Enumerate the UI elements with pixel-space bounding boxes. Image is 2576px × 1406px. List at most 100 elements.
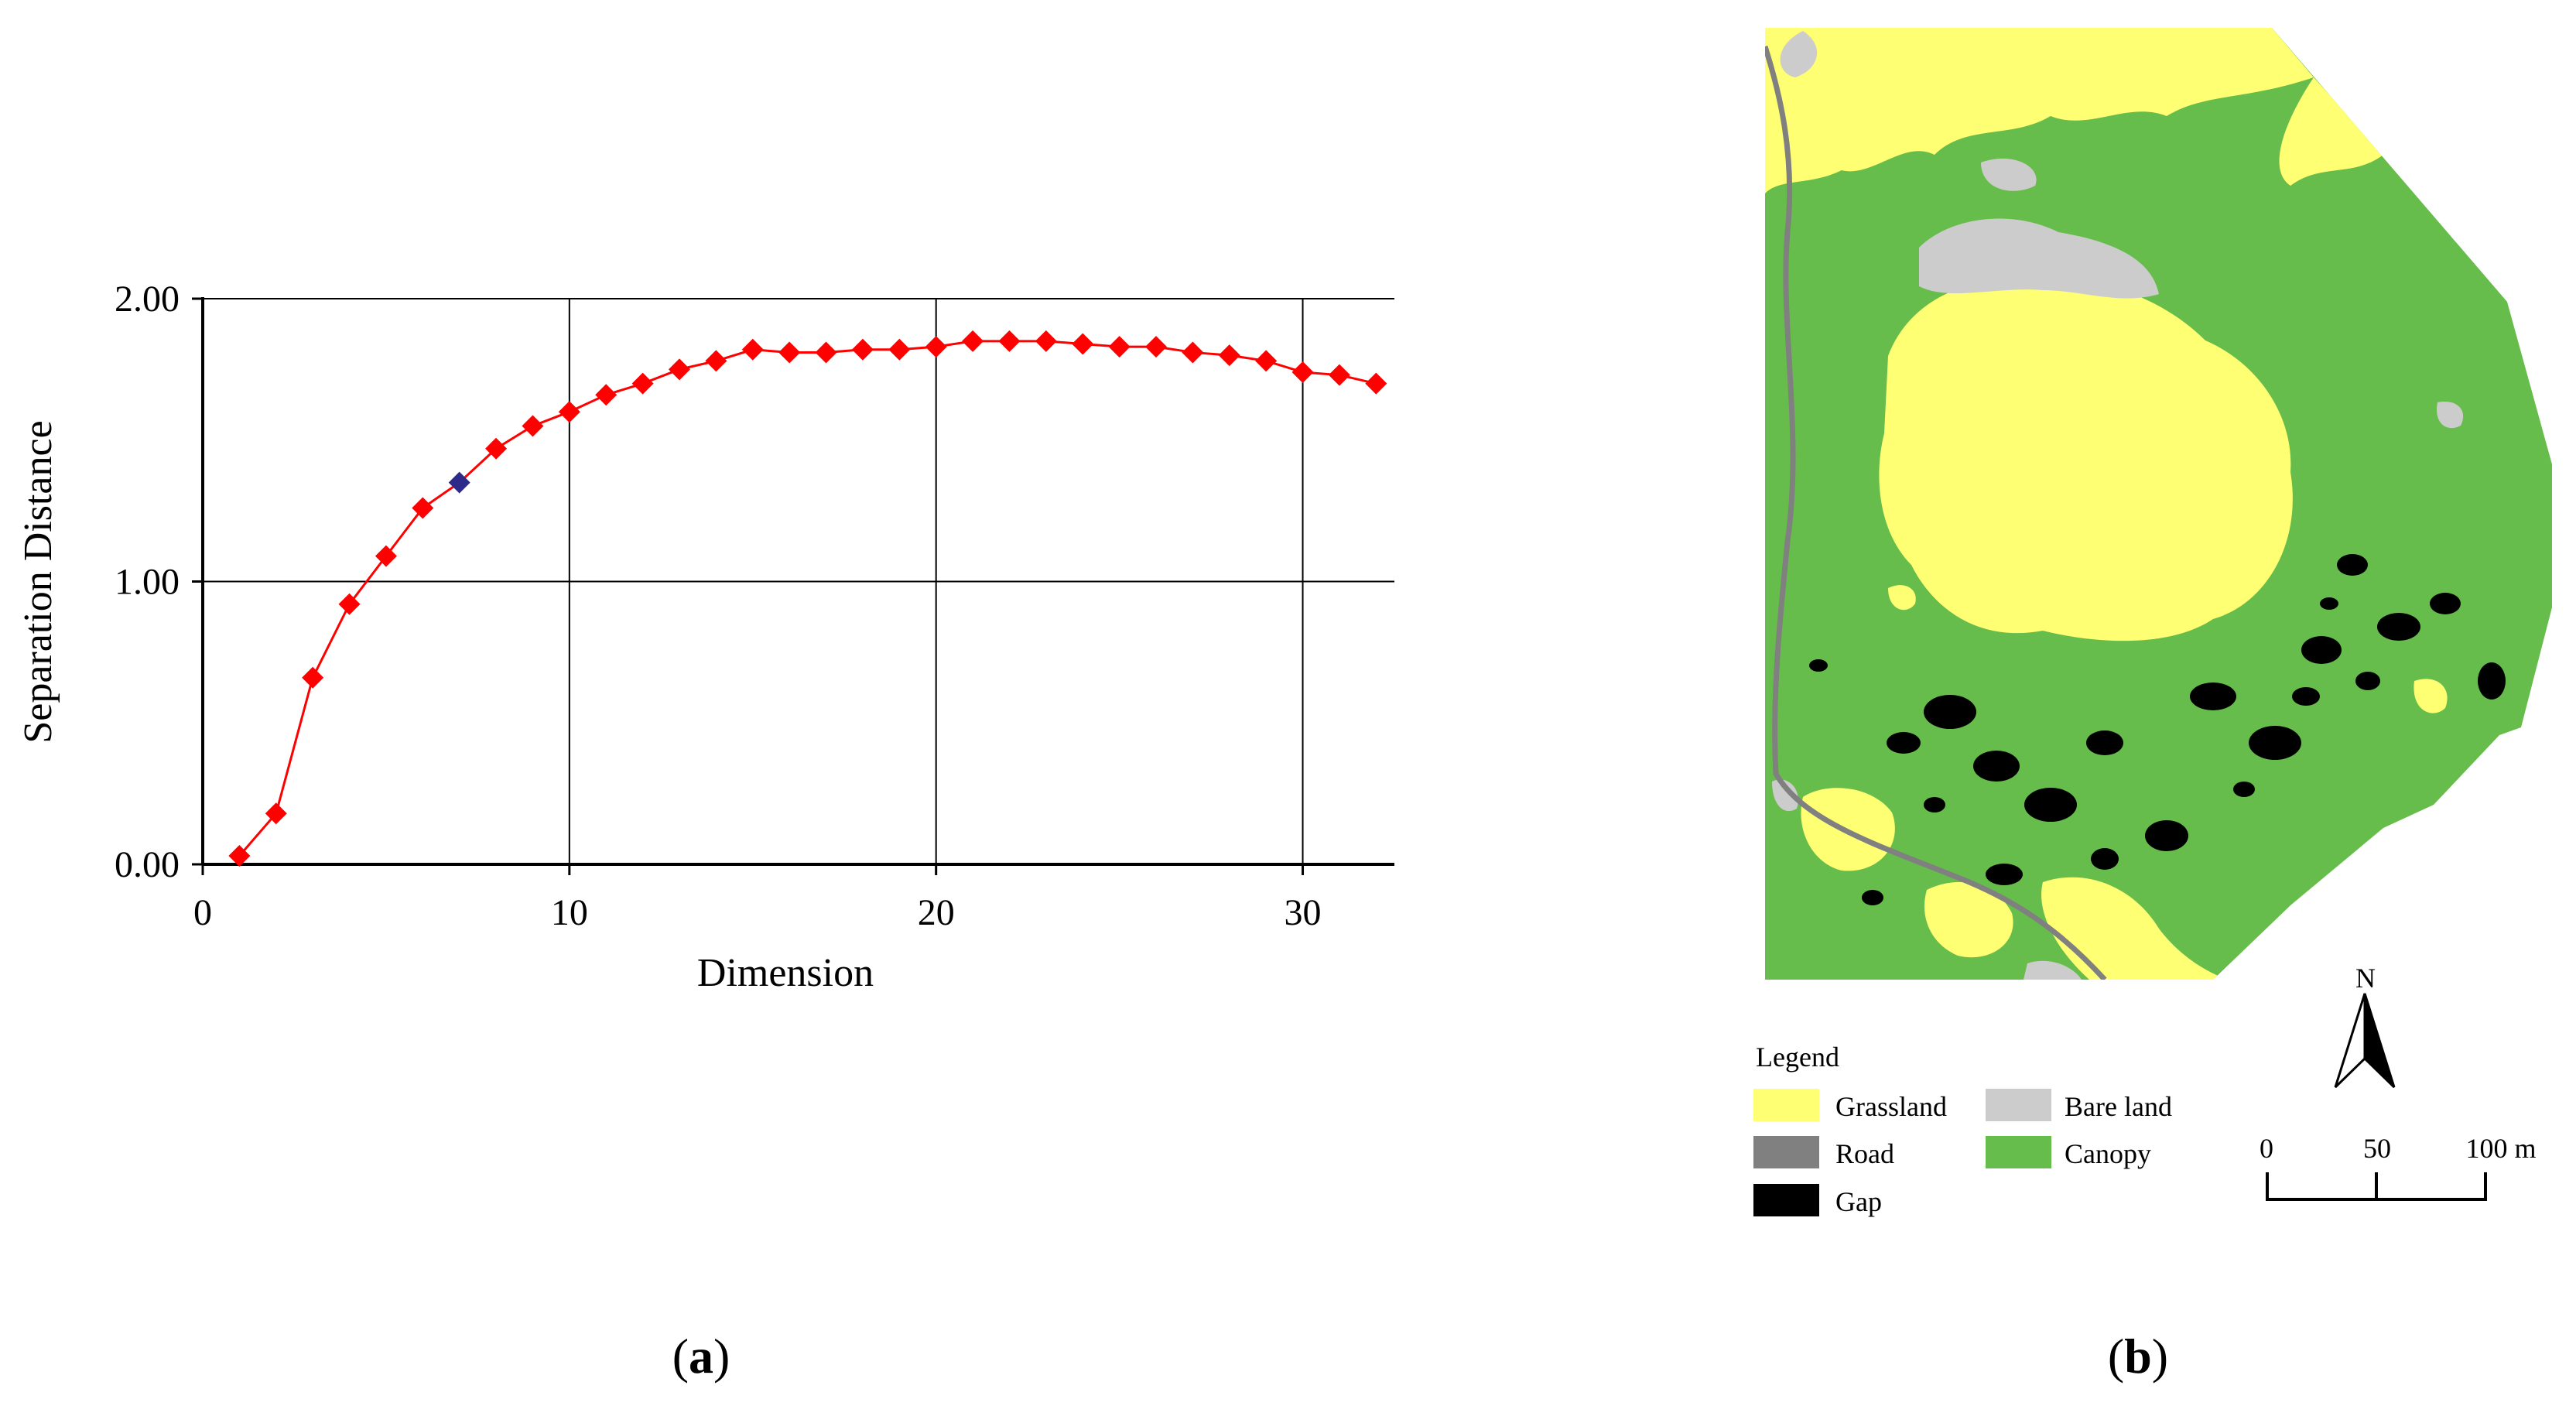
gap-patch <box>2430 593 2461 614</box>
data-point <box>1108 336 1131 358</box>
y-tick-labels: 0.00 1.00 2.00 <box>115 279 180 885</box>
data-point <box>1145 336 1167 358</box>
gap-patch <box>2145 820 2188 851</box>
gap-patch <box>2377 613 2420 641</box>
gap-patch <box>2320 597 2338 610</box>
road-line <box>1765 45 2107 980</box>
axes <box>192 297 1394 875</box>
bare-land-north-west <box>1780 31 1818 77</box>
grassland-south <box>1924 882 2013 958</box>
gap-patch <box>2233 782 2255 797</box>
gap-patch <box>2355 672 2380 690</box>
scale-label-100: 100 m <box>2465 1133 2536 1164</box>
panel-label-b-letter: b <box>2124 1329 2152 1384</box>
data-point <box>631 372 654 395</box>
data-point <box>1182 341 1204 364</box>
legend-label-road: Road <box>1835 1138 1894 1169</box>
data-point <box>228 845 251 867</box>
gap-patch <box>1973 751 2020 782</box>
legend-swatch-canopy <box>1986 1136 2051 1168</box>
data-point <box>1072 333 1094 355</box>
data-point <box>265 802 287 825</box>
bare-land-patches <box>1772 31 2464 980</box>
data-point <box>558 401 580 423</box>
map-legend: Legend Grassland Bare land Road Canopy G… <box>1753 1042 2172 1217</box>
land-cover-map <box>1765 28 2552 980</box>
legend-label-gap: Gap <box>1835 1186 1882 1217</box>
gap-patch <box>2478 662 2506 700</box>
bare-land-south <box>2024 960 2082 980</box>
data-point <box>1255 350 1278 372</box>
panel-label-b: (b) <box>2108 1329 2168 1384</box>
data-point <box>925 336 947 358</box>
gap-patch <box>2292 687 2320 706</box>
grassland-west-small <box>1888 585 1916 611</box>
scale-bar-line <box>2266 1172 2487 1201</box>
x-tick-label: 0 <box>193 892 212 933</box>
bare-land-north <box>1919 218 2159 299</box>
data-point <box>998 330 1021 352</box>
north-label: N <box>2355 963 2376 994</box>
grassland-north-east <box>2279 77 2383 186</box>
gap-patch <box>2086 730 2123 755</box>
grassland-east-small <box>2414 679 2448 713</box>
y-axis-title: Separation Distance <box>16 420 60 743</box>
bare-land-north-middle <box>1981 158 2037 191</box>
legend-label-bare-land: Bare land <box>2065 1091 2172 1122</box>
gap-patch <box>2249 726 2301 760</box>
scale-label-50: 50 <box>2363 1133 2391 1164</box>
data-point <box>302 666 324 689</box>
y-tick-label: 1.00 <box>115 562 180 603</box>
legend-swatch-bare-land <box>1986 1089 2051 1121</box>
scale-bar: 0 50 100 m <box>2260 1133 2537 1201</box>
x-tick-labels: 0 10 20 30 <box>193 892 1322 933</box>
north-arrow-right-half <box>2363 993 2396 1089</box>
y-tick-label: 2.00 <box>115 279 180 320</box>
data-point <box>485 437 508 460</box>
legend-swatch-gap <box>1753 1184 1819 1216</box>
data-point <box>412 497 434 519</box>
data-point <box>815 341 837 364</box>
gap-patch <box>2190 682 2236 710</box>
gap-patch <box>1924 695 1976 729</box>
gap-patch <box>2301 636 2342 664</box>
data-point <box>1218 344 1240 367</box>
panel-label-a: (a) <box>672 1329 730 1384</box>
data-point <box>705 350 727 372</box>
north-arrow-left-half <box>2334 993 2366 1089</box>
x-axis-title: Dimension <box>697 951 874 995</box>
north-arrow-icon: N <box>2334 963 2396 1089</box>
data-point <box>962 330 984 352</box>
grassland-patches <box>1765 28 2448 980</box>
grassland-south-east <box>2041 877 2229 980</box>
gap-patch <box>2024 788 2077 822</box>
legend-label-canopy: Canopy <box>2065 1138 2151 1169</box>
gap-patch <box>1862 890 1883 905</box>
data-point <box>1365 372 1387 395</box>
separation-distance-chart: 0 10 20 30 0.00 1.00 2.00 Dimension Separatio… <box>16 279 1394 995</box>
gap-patch <box>2091 848 2119 870</box>
data-point <box>669 358 690 381</box>
data-point <box>741 338 764 361</box>
bare-land-east <box>2437 402 2464 429</box>
scale-label-0: 0 <box>2260 1133 2273 1164</box>
data-point <box>338 593 361 615</box>
panel-label-a-letter: a <box>689 1329 713 1384</box>
gap-patch <box>2337 554 2368 576</box>
data-point <box>851 338 874 361</box>
data-point <box>888 338 911 361</box>
grassland-central-clearing <box>1879 279 2293 641</box>
legend-title: Legend <box>1756 1042 1839 1072</box>
gap-patch <box>1924 797 1945 812</box>
gap-patch <box>1809 659 1828 672</box>
grassland-north <box>1765 28 2314 193</box>
canopy-gap-patches <box>1809 554 2506 905</box>
x-tick-label: 20 <box>918 892 955 933</box>
x-tick-label: 30 <box>1285 892 1322 933</box>
x-tick-label: 10 <box>551 892 588 933</box>
data-point <box>1035 330 1057 352</box>
gap-patch <box>1887 732 1921 754</box>
data-point <box>1328 364 1350 386</box>
data-point <box>778 341 801 364</box>
